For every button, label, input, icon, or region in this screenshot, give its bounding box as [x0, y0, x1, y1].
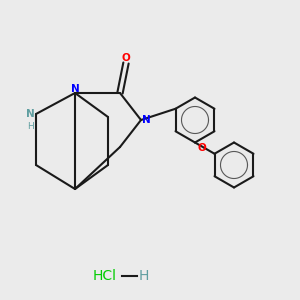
Text: N: N — [26, 109, 35, 119]
Text: H: H — [27, 122, 34, 131]
Text: N: N — [70, 84, 80, 94]
Text: O: O — [197, 143, 206, 153]
Text: O: O — [122, 53, 130, 64]
Text: N: N — [142, 115, 151, 125]
Text: HCl: HCl — [93, 269, 117, 283]
Text: H: H — [139, 269, 149, 283]
